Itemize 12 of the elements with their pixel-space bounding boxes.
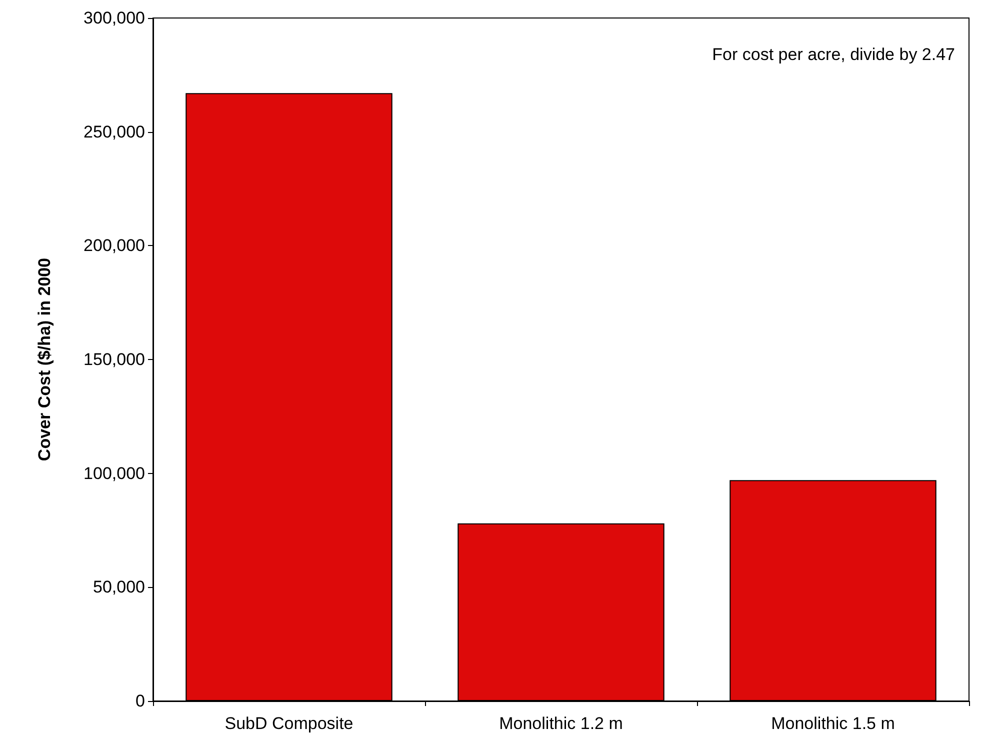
y-tick-label: 100,000: [84, 464, 145, 483]
y-tick-label: 150,000: [84, 350, 145, 369]
x-tick-label: Monolithic 1.2 m: [499, 714, 623, 733]
x-tick-label: SubD Composite: [224, 714, 354, 733]
y-tick-label: 200,000: [84, 236, 145, 256]
annotation: For cost per acre, divide by 2.47: [712, 45, 956, 64]
x-tick-label: Monolithic 1.5 m: [771, 714, 895, 733]
y-tick-label: 0: [136, 692, 145, 710]
y-tick-label: 300,000: [84, 8, 145, 28]
y-axis-title: Cover Cost ($/ha) in 2000: [35, 258, 54, 462]
y-tick-label: 250,000: [84, 122, 145, 142]
y-tick-label: 50,000: [93, 578, 145, 597]
